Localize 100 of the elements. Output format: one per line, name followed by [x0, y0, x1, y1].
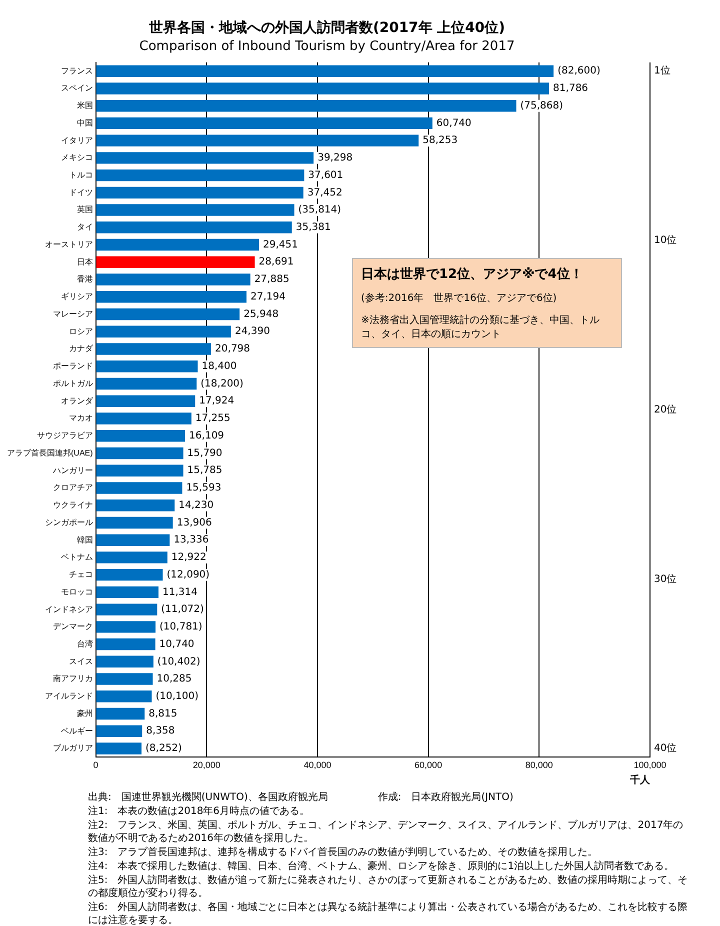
y-tick-label: 米国	[76, 101, 93, 110]
text: 注1: 本表の数値は2018年6月時点の値である。	[88, 805, 311, 818]
bar	[96, 82, 550, 94]
data-label: (10,402)	[157, 656, 200, 668]
bar	[96, 274, 250, 286]
data-label: (10,100)	[156, 691, 199, 702]
bar	[96, 708, 145, 720]
bar	[96, 656, 154, 668]
data-label: 15,785	[187, 465, 222, 476]
data-label: 28,691	[258, 256, 294, 268]
y-tick-label: 韓国	[76, 535, 93, 544]
data-label: 20,798	[215, 344, 250, 355]
y-tick-label: チェコ	[68, 570, 93, 580]
bar	[96, 430, 186, 442]
text: 注6: 外国人訪問者数は、各国・地域ごとに日本とは異なる統計基準により算出・公表されている場合があるため、これを比較する際には注意を要する。	[88, 901, 689, 926]
data-label: 8,358	[146, 726, 175, 737]
y-tick-label: 豪州	[76, 708, 93, 718]
bar	[96, 690, 152, 702]
data-label: 25,948	[244, 308, 279, 320]
y-tick-label: オランダ	[60, 396, 94, 406]
text: 40位	[654, 742, 677, 754]
annotation: 日本は世界で12位、アジア※で4位！	[361, 266, 584, 283]
data-label: (10,781)	[160, 622, 202, 633]
data-label: 14,230	[178, 500, 214, 511]
y-tick-label: ブルガリア	[52, 744, 93, 753]
x-tick-label: 0	[93, 760, 98, 770]
bar	[96, 360, 198, 372]
bar	[96, 516, 173, 529]
data-label: 60,740	[436, 118, 472, 129]
text: 注5: 外国人訪問者数は、数値が追って新たに発表されたり、さかのぼって更新されることがあるため、数値の採用時期によって、その都度順位が変わり得る。	[88, 874, 689, 900]
bar	[96, 326, 231, 338]
y-tick-label: シンガポール	[44, 518, 93, 527]
text: 注3: アラブ首長国連邦は、連邦を構成するドバイ首長国のみの数値が判明しているため、その数値を採用した。	[88, 846, 599, 859]
y-tick-label: スイス	[68, 656, 93, 666]
bar	[96, 621, 156, 633]
source-note: 出典: 国連世界観光機関(UNWTO)、各国政府観光局 作成: 日本政府観光局(JNTO)	[88, 791, 514, 804]
bar	[96, 604, 158, 616]
chart-subtitle: Comparison of Inbound Tourism by Country/Area for 2017	[139, 38, 515, 54]
data-label: 81,786	[553, 83, 588, 94]
data-label: 37,601	[308, 170, 344, 181]
bar	[96, 534, 170, 546]
y-tick-label: オーストリア	[44, 240, 93, 249]
data-label: 37,452	[307, 187, 342, 198]
data-label: 18,400	[202, 360, 237, 372]
data-label: 29,451	[263, 239, 298, 250]
y-tick-label: アイルランド	[44, 692, 93, 701]
text: 20位	[654, 403, 677, 416]
bar	[96, 291, 246, 303]
bar	[96, 186, 304, 199]
y-tick-label: 英国	[76, 205, 93, 214]
data-label: 16,109	[189, 430, 224, 442]
y-tick-label: 香港	[76, 274, 93, 284]
bar	[96, 499, 175, 512]
bar	[96, 65, 554, 77]
annotation: (参考:2016年 世界で16位、アジアで6位)	[361, 292, 558, 305]
bar	[96, 222, 292, 234]
bar	[96, 447, 184, 460]
data-label: 15,790	[187, 448, 222, 459]
bar	[96, 552, 168, 564]
bar	[96, 308, 240, 320]
data-label: 13,906	[176, 517, 212, 528]
y-tick-label: マレーシア	[52, 309, 93, 318]
bar	[96, 169, 304, 182]
bar	[96, 742, 142, 754]
y-tick-label: イタリア	[60, 136, 93, 145]
data-label: 10,740	[159, 638, 194, 650]
bar	[96, 378, 197, 390]
y-tick-label: 中国	[76, 118, 93, 128]
data-label: 17,255	[195, 413, 230, 424]
data-label: 35,381	[296, 222, 331, 234]
y-tick-label: ドイツ	[68, 188, 93, 197]
x-tick-label: 80,000	[525, 760, 553, 770]
text: 10位	[654, 234, 677, 246]
x-tick-label: 40,000	[304, 760, 332, 770]
bar	[96, 412, 192, 424]
y-tick-label: ポーランド	[52, 362, 93, 371]
bar	[96, 586, 158, 598]
y-tick-label: 台湾	[76, 640, 93, 648]
data-label: 27,885	[254, 274, 290, 286]
bar	[96, 638, 156, 650]
data-label: 39,298	[318, 152, 353, 164]
y-tick-label: ロシア	[68, 326, 93, 336]
x-tick-label: 60,000	[414, 760, 442, 770]
bar	[96, 725, 142, 738]
y-tick-label: インドネシア	[44, 604, 93, 614]
chart-title: 世界各国・地域への外国人訪問者数(2017年 上位40位)	[148, 19, 506, 36]
data-label: 24,390	[234, 326, 270, 338]
bar	[96, 395, 196, 407]
x-tick-label: 20,000	[192, 760, 220, 770]
data-label: (18,200)	[200, 378, 244, 390]
bar	[96, 117, 432, 130]
bar	[96, 343, 212, 355]
y-tick-label: サウジアラビア	[36, 431, 93, 440]
y-tick-label: タイ	[76, 222, 93, 232]
y-tick-label: 南アフリカ	[52, 674, 93, 684]
data-label: (11,072)	[161, 604, 204, 616]
y-tick-label: カナダ	[68, 344, 94, 354]
y-tick-label: フランス	[60, 66, 93, 76]
bar	[96, 256, 255, 268]
data-label: (35,814)	[298, 204, 342, 216]
